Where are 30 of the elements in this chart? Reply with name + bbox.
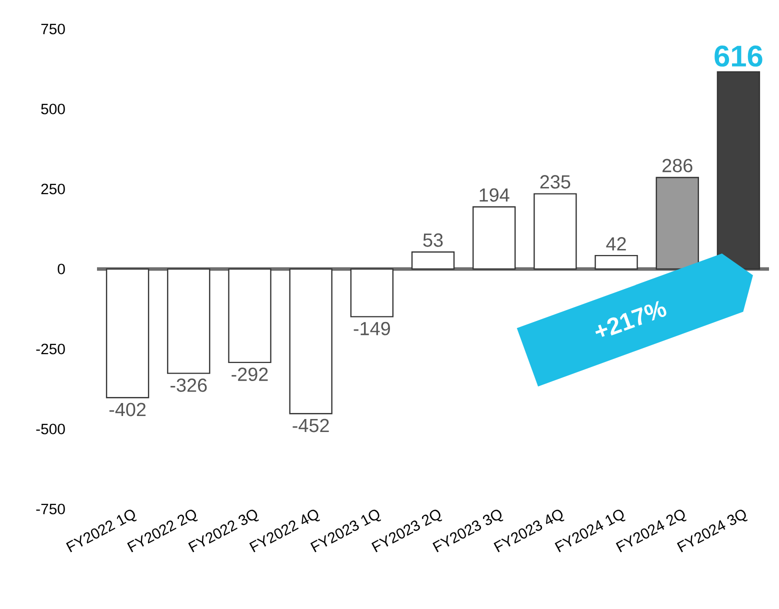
data-label: 42 [606,237,626,250]
bar [289,268,332,414]
bar [350,268,394,318]
bar [167,268,210,374]
y-tick-label: 0 [58,264,65,274]
bar [228,268,272,364]
y-tick-label: 500 [41,104,65,114]
data-label: -452 [292,418,329,432]
y-tick-label: 250 [41,184,65,194]
bar [656,176,699,270]
data-label: -149 [354,322,390,336]
data-label: -326 [170,378,207,392]
data-label: 616 [714,46,762,67]
annotation: +217% [595,300,666,337]
y-tick-label: -500 [36,424,65,434]
bar [716,71,760,270]
bar [411,251,455,270]
y-tick-label: -250 [36,344,65,354]
y-tick-label: -750 [36,504,65,514]
bar [534,193,577,270]
bar [594,254,638,270]
data-label: -292 [232,368,268,382]
data-label: 235 [540,175,570,189]
data-label: 194 [480,188,510,202]
bar [472,206,516,270]
data-label: 53 [423,233,443,247]
data-label: 286 [662,158,692,172]
y-tick-label: 750 [41,24,65,34]
bar [106,268,150,398]
data-label: -402 [109,402,146,416]
